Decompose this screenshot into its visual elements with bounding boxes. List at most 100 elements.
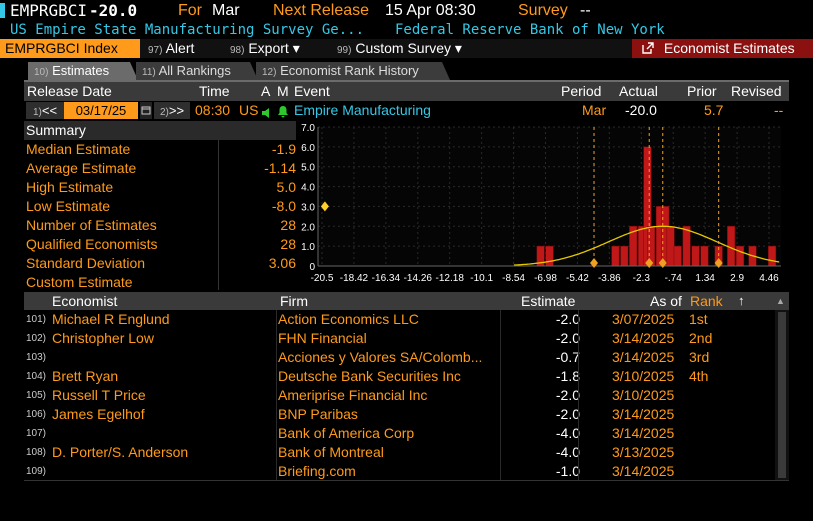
row-number: 104): [26, 371, 47, 382]
row-number: 108): [26, 447, 47, 458]
col-economist[interactable]: Economist: [52, 293, 118, 309]
alert-button[interactable]: 97) Alert: [148, 40, 195, 56]
economist-name[interactable]: James Egelhof: [52, 406, 145, 422]
table-row[interactable]: 103) Acciones y Valores SA/Colomb... -0.7 3…: [24, 348, 789, 367]
table-scrollbar[interactable]: [775, 310, 789, 480]
economist-name[interactable]: D. Porter/S. Anderson: [52, 444, 189, 460]
summary-row-qualified: Qualified Economists 28: [26, 236, 296, 252]
next-button[interactable]: 2)>>: [154, 102, 190, 119]
summary-divider: [218, 140, 219, 290]
tab-all-rankings[interactable]: 11) All Rankings: [136, 62, 258, 80]
col-time: Time: [199, 83, 230, 99]
firm-name[interactable]: FHN Financial: [278, 330, 367, 346]
economist-name[interactable]: Russell T Price: [52, 387, 146, 403]
histogram-bar: [611, 245, 620, 267]
col-revised: Revised: [731, 83, 782, 99]
event-time: 08:30: [195, 102, 231, 118]
for-value: Mar: [212, 2, 240, 19]
custom-survey-button[interactable]: 99) Custom Survey ▾: [337, 40, 462, 56]
firm-name[interactable]: Bank of America Corp: [278, 425, 415, 441]
subtitle: US Empire State Manufacturing Survey Ge.…: [10, 22, 365, 38]
scroll-up-icon[interactable]: ▲: [776, 296, 785, 306]
sort-up-icon[interactable]: ↑: [738, 293, 745, 308]
summary-row-stddev: Standard Deviation 3.06: [26, 255, 296, 271]
bell-icon[interactable]: [277, 104, 289, 123]
row-number: 103): [26, 352, 47, 363]
firm-name[interactable]: Briefing.com: [278, 463, 356, 479]
firm-name[interactable]: Deutsche Bank Securities Inc: [278, 368, 461, 384]
firm-name[interactable]: Acciones y Valores SA/Colomb...: [278, 349, 483, 365]
current-value: -20.0: [89, 1, 138, 20]
survey-value: --: [580, 2, 591, 19]
firm-name[interactable]: BNP Paribas: [278, 406, 358, 422]
source: Federal Reserve Bank of New York: [395, 22, 665, 38]
speaker-icon[interactable]: [261, 105, 273, 124]
scrollbar-thumb[interactable]: [778, 312, 786, 478]
col-estimate[interactable]: Estimate: [521, 293, 576, 309]
y-tick-label: 6.0: [301, 143, 315, 154]
estimates-histogram: 7.06.05.04.03.02.01.00-20.5 -18.42 -16.34-…: [301, 123, 781, 284]
y-tick-label: 7.0: [301, 123, 315, 134]
col-as-of[interactable]: As of: [650, 293, 682, 309]
calendar-icon[interactable]: [140, 102, 152, 119]
row-number: 106): [26, 409, 47, 420]
col-period: Period: [561, 83, 602, 99]
histogram-bar: [682, 226, 691, 267]
y-tick-label: 3.0: [301, 202, 315, 213]
export-button[interactable]: 98) Export ▾: [230, 40, 300, 56]
x-tick-label: -16.34: [372, 273, 401, 284]
histogram-bar: [691, 245, 700, 267]
table-row[interactable]: 107) Bank of America Corp -4.0 3/14/2025: [24, 424, 789, 443]
firm-name[interactable]: Bank of Montreal: [278, 444, 384, 460]
firm-name[interactable]: Action Economics LLC: [278, 311, 419, 327]
next-release-value: 15 Apr 08:30: [385, 2, 476, 19]
table-row[interactable]: 101) Michael R Englund Action Economics LL…: [24, 310, 789, 329]
toolbar: EMPRGBCI Index 97) Alert 98) Export ▾ 99…: [0, 39, 813, 58]
table-row[interactable]: 106) James Egelhof BNP Paribas -2.0 3/14/202…: [24, 405, 789, 424]
col-rank[interactable]: Rank: [690, 293, 723, 309]
event-period: Mar: [582, 102, 607, 118]
as-of-date: 3/13/2025: [612, 444, 675, 460]
summary-row-count: Number of Estimates 28: [26, 217, 296, 233]
x-tick-label: -14.26: [404, 273, 433, 284]
summary-row-custom[interactable]: Custom Estimate: [26, 274, 133, 290]
table-row[interactable]: 104) Brett Ryan Deutsche Bank Securities I…: [24, 367, 789, 386]
col-firm[interactable]: Firm: [280, 293, 308, 309]
economist-name[interactable]: Michael R Englund: [52, 311, 170, 327]
col-release-date: Release Date: [27, 83, 112, 99]
table-row[interactable]: 102) Christopher Low FHN Financial -2.0 3/14…: [24, 329, 789, 348]
estimate-value: -2.0: [555, 311, 580, 327]
index-button[interactable]: EMPRGBCI Index: [0, 39, 140, 58]
tab-economist-rank-history[interactable]: 12) Economist Rank History: [256, 62, 450, 80]
economist-estimates-button[interactable]: Economist Estimates: [632, 39, 813, 58]
summary-row-high: High Estimate 5.0: [26, 179, 296, 195]
rank-value: 1st: [689, 311, 708, 327]
survey-label: Survey: [518, 2, 568, 19]
as-of-date: 3/10/2025: [612, 368, 675, 384]
estimate-marker: [645, 258, 654, 268]
x-tick-label: -18.42: [340, 273, 369, 284]
event-country: US: [239, 102, 259, 118]
col-event: Event: [294, 83, 330, 99]
release-date-input[interactable]: 03/17/25: [64, 102, 138, 119]
table-row[interactable]: 105) Russell T Price Ameriprise Financial …: [24, 386, 789, 405]
previous-button[interactable]: 1)<<: [26, 102, 64, 119]
economist-name[interactable]: Christopher Low: [52, 330, 154, 346]
economist-name[interactable]: Brett Ryan: [52, 368, 119, 384]
event-name[interactable]: Empire Manufacturing: [294, 102, 431, 118]
firm-name[interactable]: Ameriprise Financial Inc: [278, 387, 428, 403]
estimate-value: -4.0: [555, 444, 580, 460]
as-of-date: 3/07/2025: [612, 311, 675, 327]
col-actual: Actual: [619, 83, 658, 99]
as-of-date: 3/14/2025: [612, 349, 675, 365]
x-tick-label: -3.86: [598, 273, 621, 284]
subtitle-bar: US Empire State Manufacturing Survey Ge.…: [0, 21, 813, 39]
y-tick-label: 2.0: [301, 222, 315, 233]
col-a: A: [261, 83, 271, 99]
x-tick-label: -2.3: [633, 273, 651, 284]
table-row[interactable]: 109) Briefing.com -1.0 3/14/2025: [24, 462, 789, 481]
table-row[interactable]: 108) D. Porter/S. Anderson Bank of Montrea…: [24, 443, 789, 462]
tab-estimates[interactable]: 10) Estimates: [28, 62, 138, 80]
histogram-bar: [545, 245, 554, 267]
as-of-date: 3/14/2025: [612, 425, 675, 441]
